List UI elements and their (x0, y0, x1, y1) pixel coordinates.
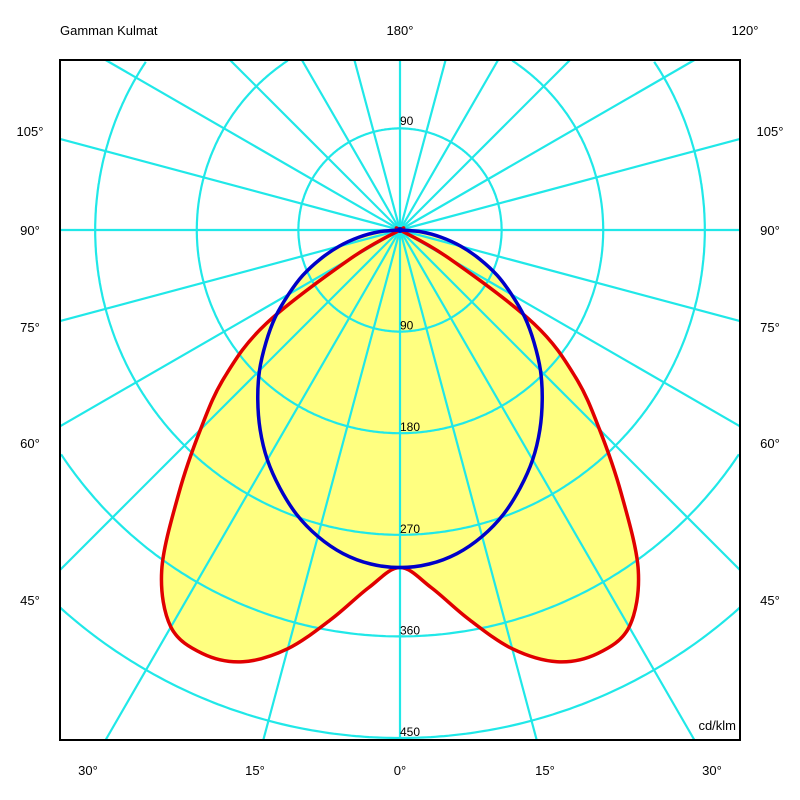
grid-ray (353, 59, 402, 231)
grid-ray (399, 229, 696, 741)
bottom-angle-label: 0° (394, 763, 406, 778)
grid-ray (262, 229, 402, 741)
grid-ray (59, 229, 401, 571)
bottom-angle-label: 15° (535, 763, 555, 778)
grid-ray (399, 59, 695, 231)
labels: 105° 105° 90° 90° 75° 75° 60° 60° 45° 45° 30° 15° 0°… (17, 124, 784, 778)
bottom-angle-label: 30° (702, 763, 722, 778)
curve-layer (159, 226, 641, 664)
chart-title: Gamman Kulmat (60, 23, 158, 38)
unit-label: cd/klm (698, 718, 736, 733)
grid-circle (60, 453, 400, 638)
grid-circle (400, 59, 605, 435)
upper-radial-label: 90 (400, 114, 414, 128)
grid-circle (59, 606, 400, 740)
origin-dot (397, 227, 403, 233)
frame (59, 59, 741, 741)
bottom-angle-label: 30° (78, 763, 98, 778)
grid-ray (104, 229, 401, 741)
grid-layer (59, 59, 741, 741)
grid-ray (399, 229, 741, 571)
left-angle-label: 75° (20, 320, 40, 335)
grid-ray (398, 59, 447, 231)
radial-tick-label: 270 (400, 522, 420, 536)
grid-circle (400, 61, 706, 536)
grid-ray (59, 137, 401, 232)
right-angle-label: 60° (760, 436, 780, 451)
right-angle-label: 45° (760, 593, 780, 608)
radial-tick-label: 90 (400, 319, 414, 333)
grid-circle (400, 453, 740, 638)
grid-circle (195, 59, 400, 435)
left-angle-label: 90° (20, 223, 40, 238)
left-angle-label: 105° (17, 124, 44, 139)
left-angle-label: 45° (20, 593, 40, 608)
top-center-label: 180° (387, 23, 414, 38)
grid-circle (94, 61, 400, 536)
radial-tick-label: 360 (400, 623, 420, 637)
grid-circle (400, 606, 741, 740)
bottom-angle-label: 15° (245, 763, 265, 778)
radial-tick-label: 450 (400, 725, 420, 739)
top-right-label: 120° (732, 23, 759, 38)
right-angle-label: 75° (760, 320, 780, 335)
grid-ray (399, 59, 571, 231)
right-angle-label: 90° (760, 223, 780, 238)
grid-ray (105, 59, 401, 231)
grid-ray (399, 59, 500, 231)
series-curve-1 (256, 228, 544, 570)
grid-ray (399, 137, 741, 232)
grid-ray (300, 59, 401, 231)
grid-ray (229, 59, 401, 231)
radial-tick-label: 180 (400, 420, 420, 434)
left-angle-label: 60° (20, 436, 40, 451)
right-angle-label: 105° (757, 124, 784, 139)
grid-ray (398, 229, 538, 741)
